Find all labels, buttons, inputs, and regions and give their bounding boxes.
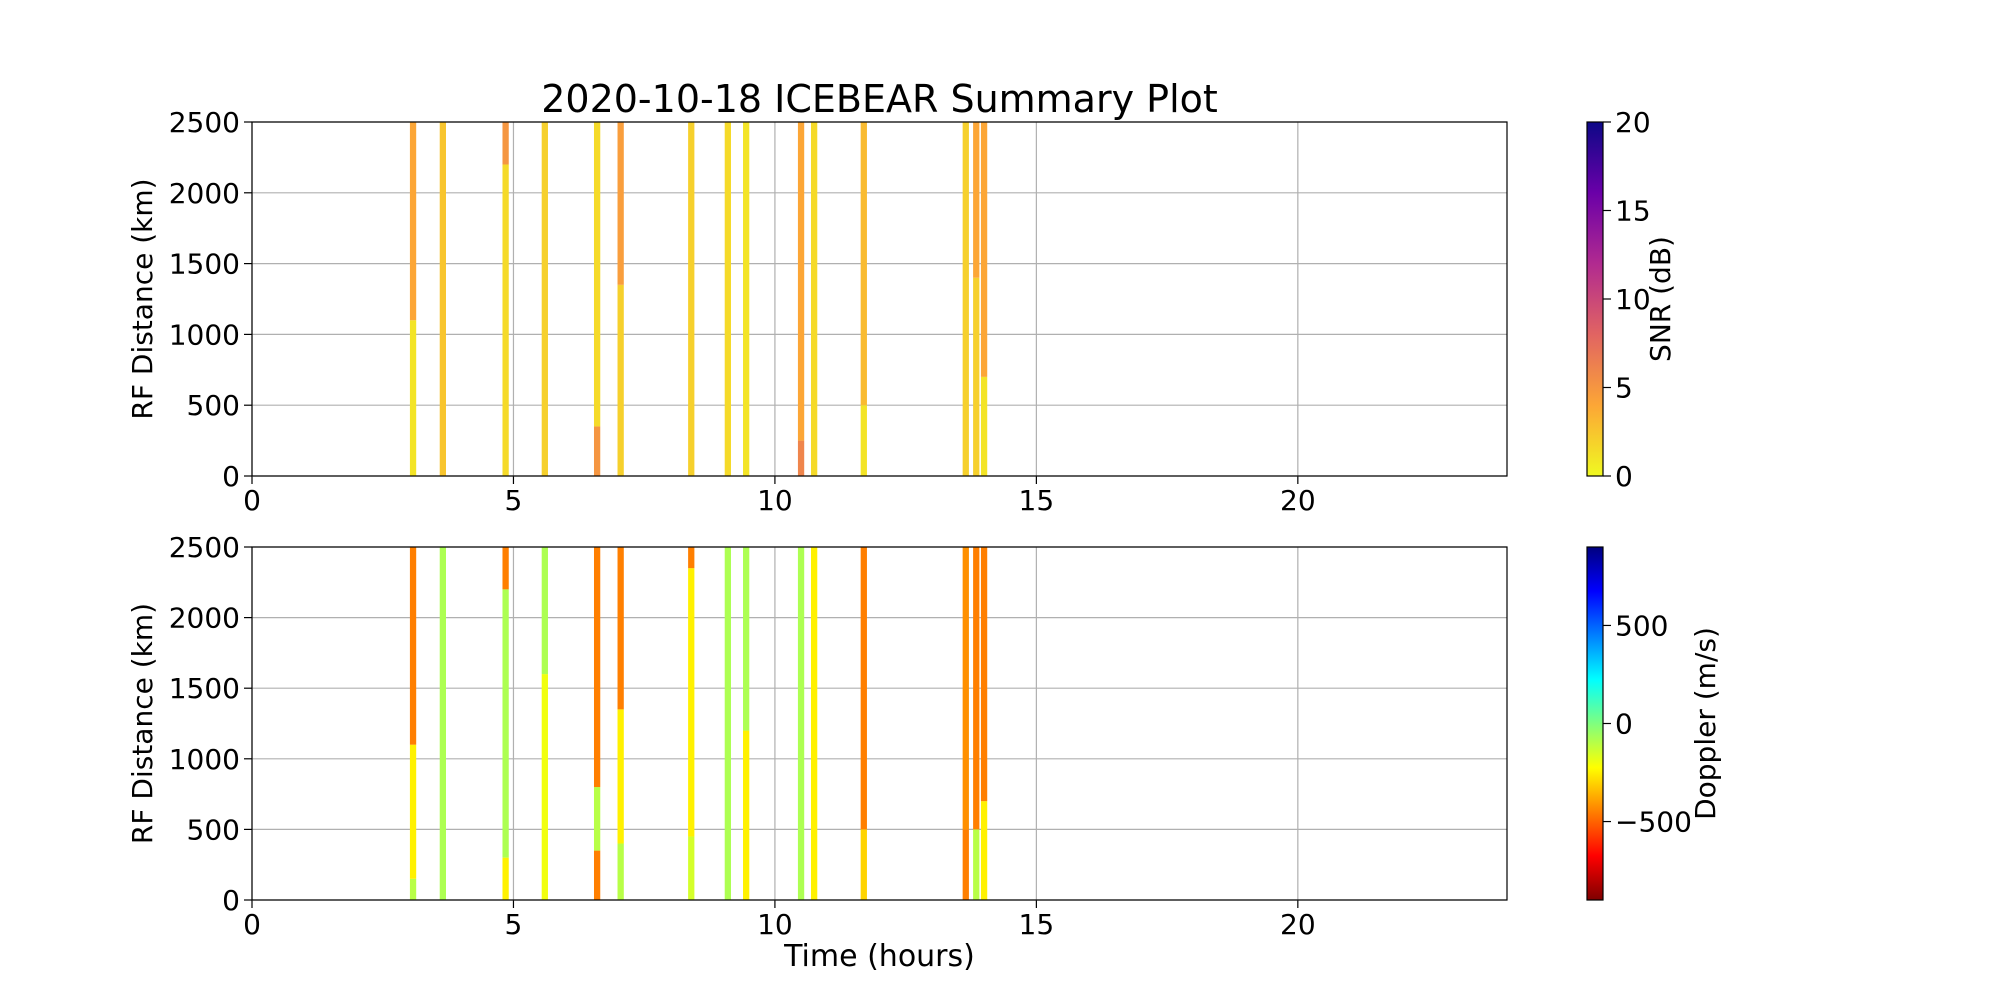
axes-frame [251,546,1508,901]
strip-segment [797,122,805,441]
y-tick-label: 1500 [169,248,240,281]
colorbar-tick-label: 5 [1615,372,1633,405]
y-tick-label: 500 [187,813,240,846]
x-tick-label: 15 [1019,484,1055,517]
strip-segment [980,547,988,802]
strip-segment [688,547,695,569]
y-tick-label: 0 [222,460,240,493]
colorbar-label: SNR (dB) [1644,236,1677,362]
strip-segment [973,277,980,476]
colorbar-tick-label: 0 [1615,708,1633,741]
strip-segment [797,440,805,476]
strip-segment [973,122,980,278]
strip-segment [860,122,867,406]
strip-segment [724,122,731,476]
y-tick-label: 2000 [169,177,240,210]
strip-segment [617,547,624,710]
y-tick-label: 2500 [169,531,240,564]
strip-segment [962,547,969,830]
strip-segment [688,836,695,900]
x-tick-label: 20 [1280,484,1316,517]
strip-segment [593,122,601,427]
colorbar-label: Doppler (m/s) [1689,627,1722,820]
strip-segment [439,122,447,476]
strip-segment [541,674,548,900]
y-tick-label: 0 [222,884,240,917]
strip-segment [541,547,548,675]
colorbar-tick-label: 10 [1615,283,1651,316]
x-tick-label: 15 [1019,908,1055,941]
y-tick-label: 1000 [169,318,240,351]
x-tick-label: 20 [1280,908,1316,941]
strip-segment [688,568,695,837]
x-tick-label: 0 [243,484,261,517]
colorbar [1586,546,1604,901]
strip-segment [860,405,867,476]
y-tick-label: 1500 [169,672,240,705]
strip-segment [502,857,509,900]
x-tick-label: 10 [757,908,793,941]
colorbar-tick-label: 20 [1615,106,1651,139]
y-tick-label: 1000 [169,743,240,776]
x-tick-label: 10 [757,484,793,517]
strip-segment [743,730,750,900]
strip-segment [973,829,980,900]
subplot: 0 5 10 15 20 0 500 1000 1500 2000 2500 RF Distance … [126,531,1722,974]
x-axis-label: Time (hours) [783,939,975,974]
strip-segment [593,547,601,788]
chart-title: 2020-10-18 ICEBEAR Summary Plot [541,77,1218,121]
strip-segment [409,122,417,321]
strip-segment [502,547,509,590]
strip-segment [962,122,969,476]
y-axis-label: RF Distance (km) [126,178,159,419]
strip-segment [439,547,447,900]
y-tick-label: 500 [187,389,240,422]
x-tick-label: 5 [505,908,523,941]
x-tick-label: 0 [243,908,261,941]
strip-segment [688,122,695,476]
strip-segment [743,547,750,731]
strip-segment [593,787,601,851]
strip-segment [502,589,509,858]
subplot: 0 5 10 15 20 0 500 1000 1500 2000 2500 RF Distance … [126,77,1677,517]
strip-segment [409,320,417,476]
colorbar-tick-label: 500 [1615,609,1668,642]
strip-segment [617,843,624,900]
strip-segment [962,829,969,900]
y-tick-label: 2000 [169,602,240,635]
strip-segment [810,122,818,476]
strip-segment [409,744,417,879]
strip-segment [617,122,624,285]
y-tick-label: 2500 [169,106,240,139]
strip-segment [409,878,417,900]
strip-segment [860,547,867,830]
strip-segment [724,547,731,900]
strip-segment [593,850,601,900]
strip-segment [860,829,867,900]
strip-segment [980,376,988,476]
colorbar-tick-label: 0 [1615,460,1633,493]
strip-segment [617,284,624,476]
strip-segment [973,547,980,830]
strip-segment [797,547,805,900]
strip-segment [409,547,417,745]
colorbar [1586,121,1604,477]
strip-segment [541,122,548,476]
axes-frame [251,121,1508,477]
colorbar-tick-label: 15 [1615,195,1651,228]
strip-segment [593,426,601,476]
x-tick-label: 5 [505,484,523,517]
strip-segment [980,122,988,377]
strip-segment [617,709,624,844]
strip-segment [502,164,509,477]
strip-segment [502,122,509,165]
y-axis-label: RF Distance (km) [126,603,159,844]
strip-segment [980,801,988,900]
colorbar-tick-label: −500 [1615,806,1692,839]
strip-segment [810,547,818,900]
strip-segment [743,122,750,476]
